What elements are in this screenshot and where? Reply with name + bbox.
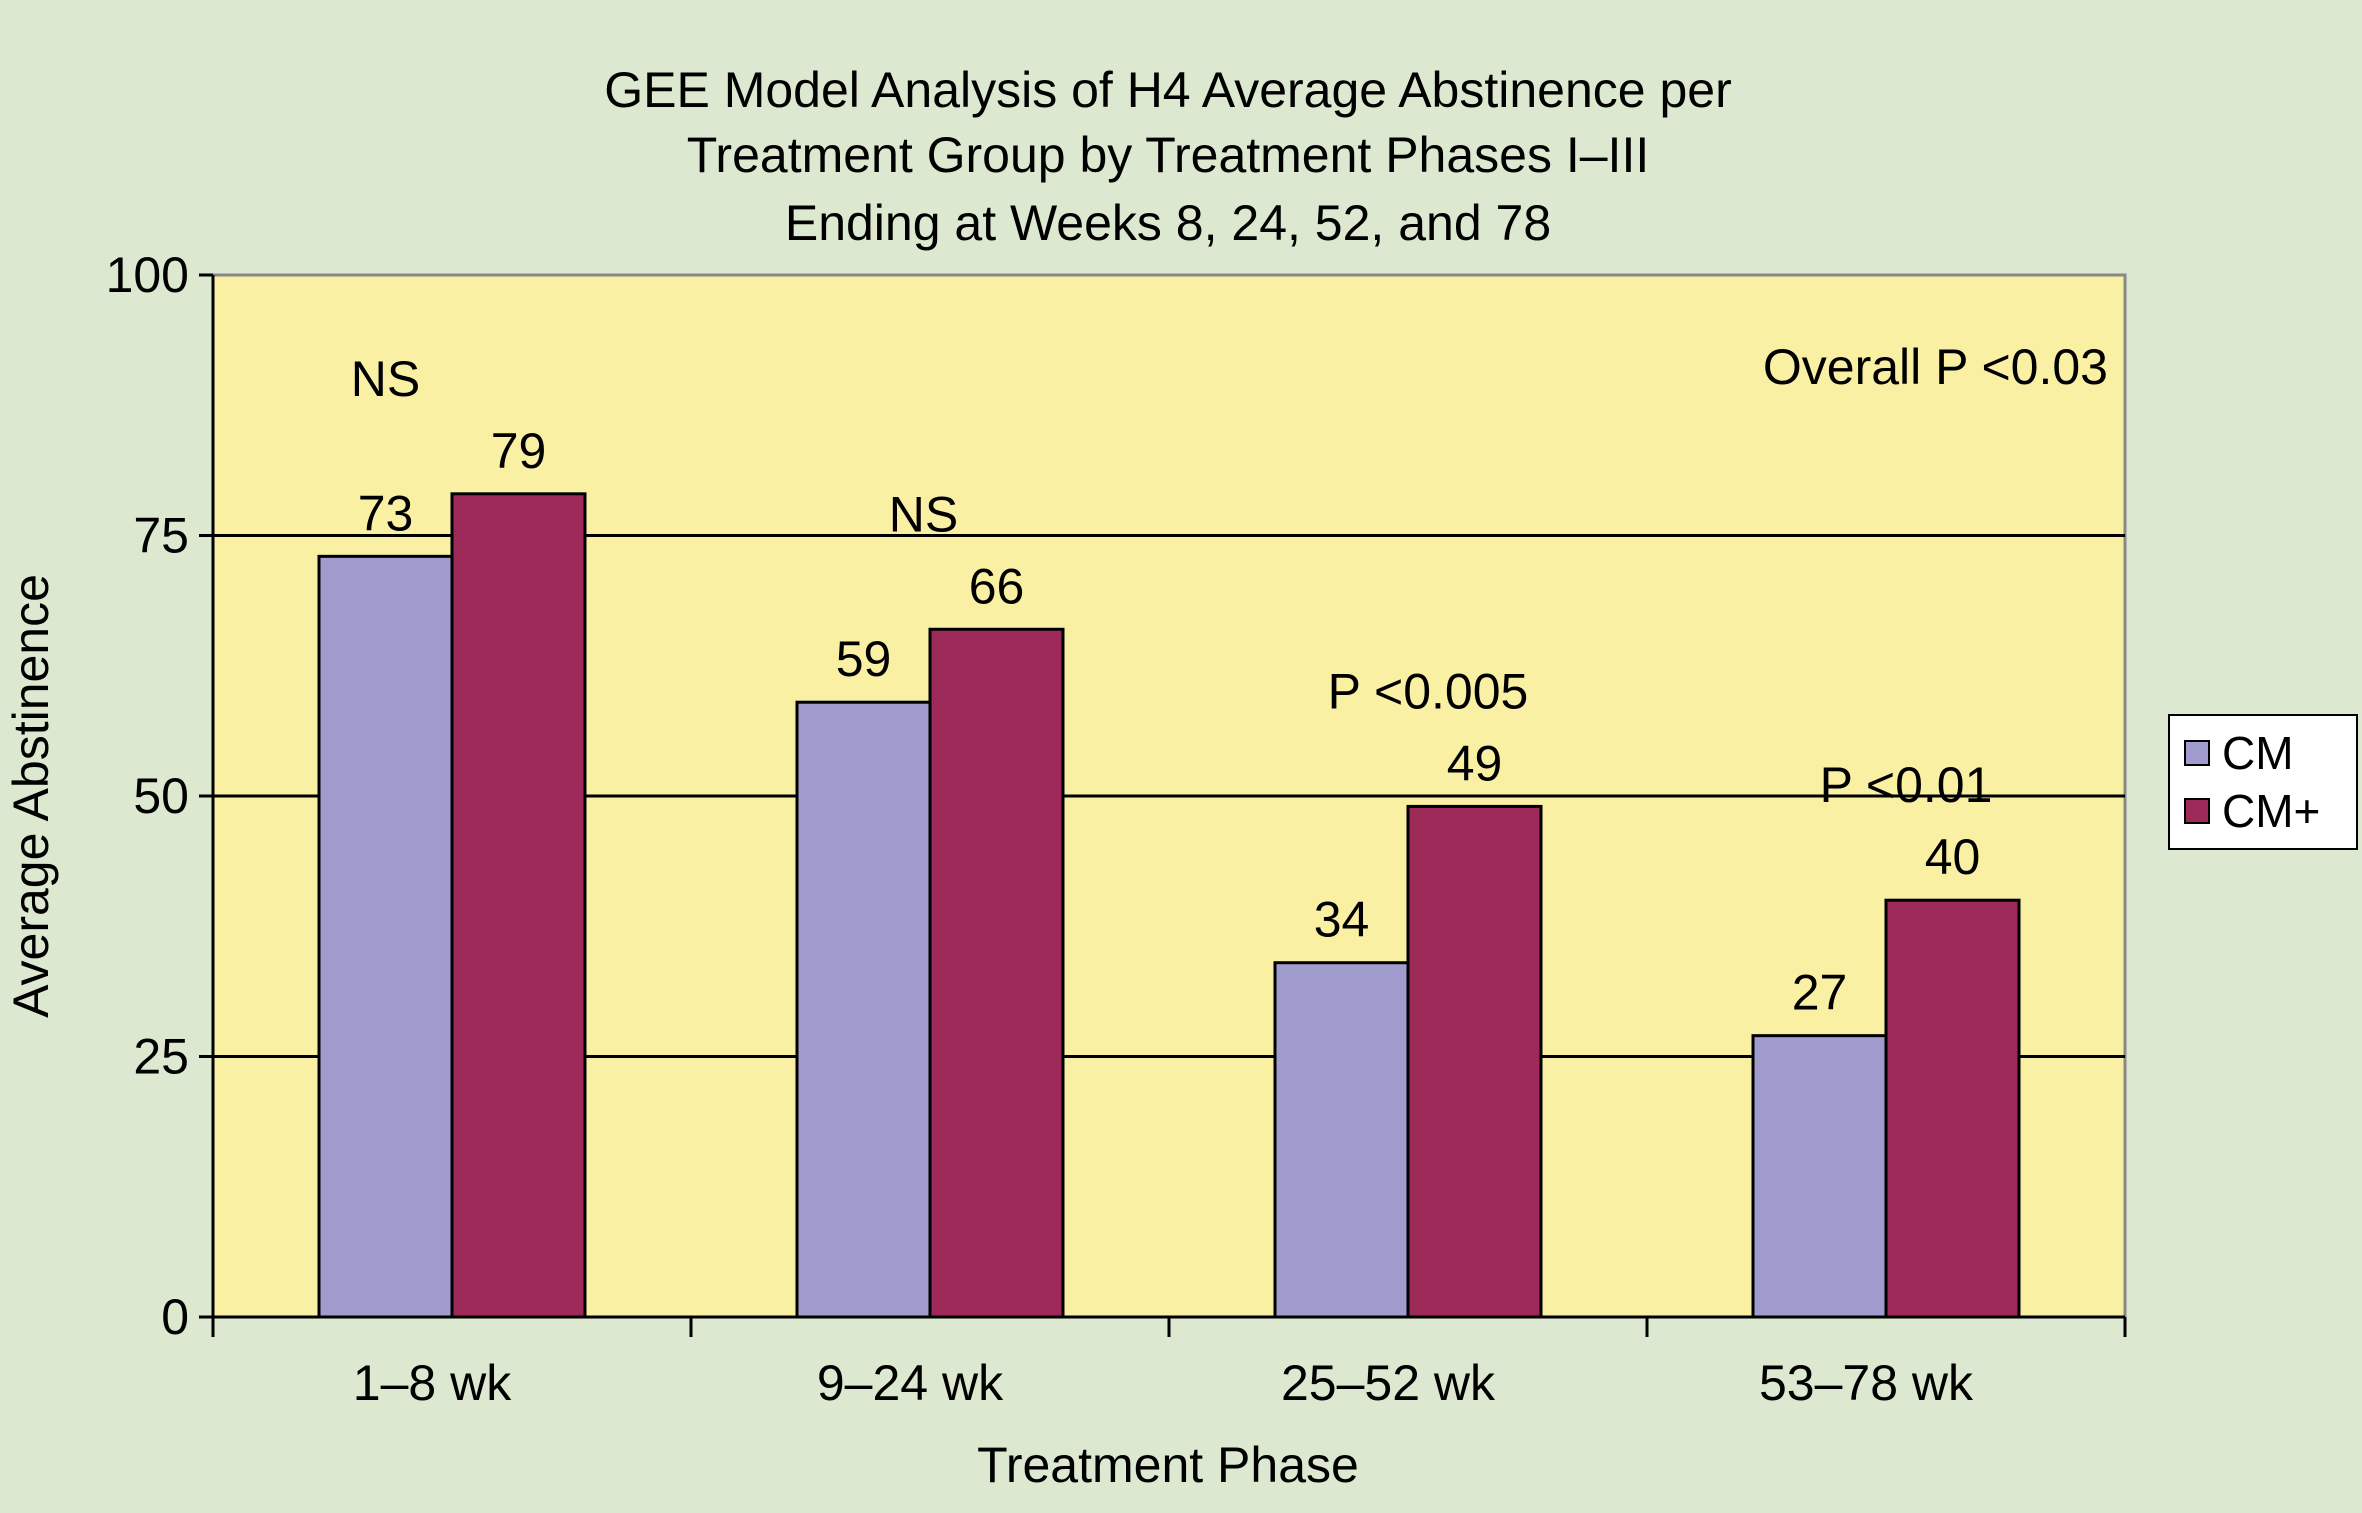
chart-title: GEE Model Analysis of H4 Average Abstine… (604, 62, 1732, 251)
significance-label: NS (351, 351, 420, 407)
bar-value-label: 59 (836, 631, 892, 687)
x-axis-label: Treatment Phase (977, 1437, 1359, 1493)
y-tick-labels: 0 25 50 75 100 (106, 247, 189, 1345)
bar-value-label: 49 (1447, 735, 1503, 791)
bar-value-label: 66 (969, 558, 1025, 614)
bar-value-label: 34 (1314, 892, 1370, 948)
x-tick-label: 25–52 wk (1281, 1355, 1496, 1411)
legend: CM CM+ (2168, 714, 2358, 850)
significance-label: NS (889, 486, 958, 542)
bar-value-labels: 73 79 59 66 34 49 27 40 (358, 423, 1981, 1021)
x-tick-label: 1–8 wk (353, 1355, 512, 1411)
bar-cm-plus-4 (1884, 898, 2021, 1319)
legend-item-cm-plus: CM+ (2184, 785, 2321, 837)
bar-cm-plus-3 (1406, 804, 1543, 1319)
bar-cm-plus-2 (928, 627, 1065, 1319)
legend-item-cm: CM (2184, 727, 2294, 779)
y-tick-label: 75 (133, 508, 189, 564)
legend-swatch-cm (2184, 740, 2210, 766)
y-axis-label: Average Abstinence (3, 574, 59, 1018)
chart-title-line-2: Treatment Group by Treatment Phases I–II… (687, 127, 1649, 183)
legend-label-cm: CM (2222, 727, 2294, 779)
bar-cm-3 (1273, 961, 1410, 1319)
significance-label: P <0.005 (1328, 663, 1529, 719)
y-tick-label: 50 (133, 768, 189, 824)
bar-cm-4 (1751, 1034, 1888, 1319)
y-tick-label: 0 (161, 1289, 189, 1345)
chart-title-line-1: GEE Model Analysis of H4 Average Abstine… (604, 62, 1732, 118)
bar-cm-2 (795, 700, 932, 1319)
x-tick-label: 9–24 wk (817, 1355, 1004, 1411)
y-tick-label: 25 (133, 1029, 189, 1085)
axes (199, 273, 2127, 1337)
bar-value-label: 73 (358, 485, 414, 541)
overall-p-annotation: Overall P <0.03 (1763, 339, 2108, 395)
legend-swatch-cm-plus (2184, 798, 2210, 824)
bar-value-label: 79 (491, 423, 547, 479)
bar-value-label: 27 (1792, 965, 1848, 1021)
bar-cm-plus-1 (450, 492, 587, 1319)
legend-label-cm-plus: CM+ (2222, 785, 2321, 837)
bars (317, 492, 2021, 1319)
chart-title-line-3: Ending at Weeks 8, 24, 52, and 78 (785, 195, 1551, 251)
significance-label: P <0.01 (1820, 757, 1993, 813)
significance-labels: NS NS P <0.005 P <0.01 (351, 351, 1993, 813)
bar-cm-1 (317, 554, 454, 1319)
bar-value-label: 40 (1925, 829, 1981, 885)
x-tick-label: 53–78 wk (1759, 1355, 1974, 1411)
x-tick-labels: 1–8 wk 9–24 wk 25–52 wk 53–78 wk (353, 1355, 1974, 1411)
y-tick-label: 100 (106, 247, 189, 303)
